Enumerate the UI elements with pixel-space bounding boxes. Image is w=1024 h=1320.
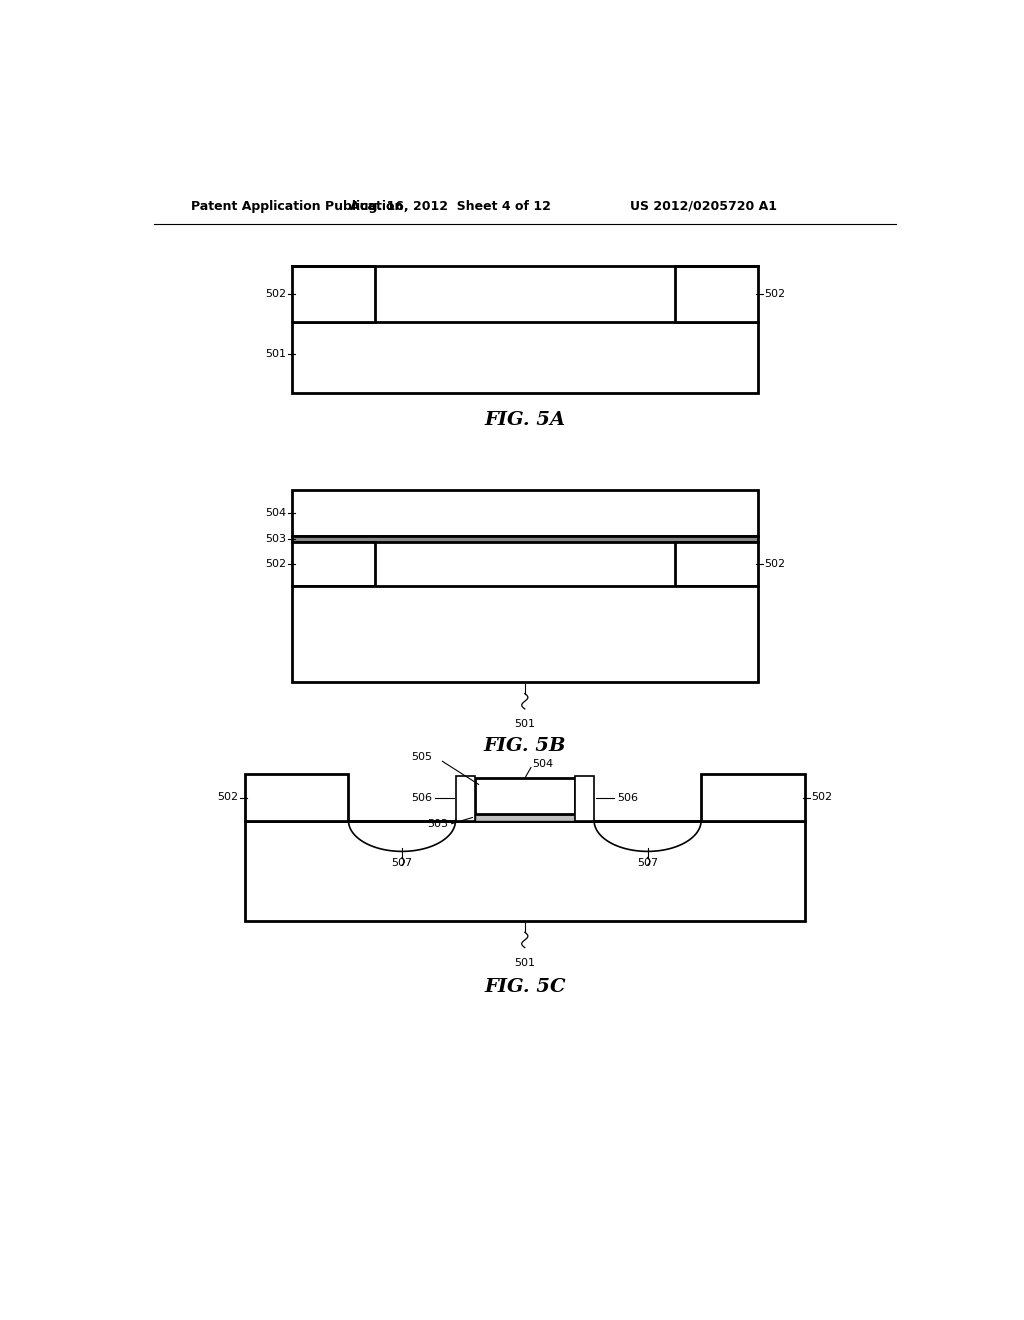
Text: 503: 503: [265, 533, 286, 544]
Bar: [292, 586, 758, 682]
Text: 503: 503: [427, 818, 447, 829]
Bar: [245, 775, 348, 821]
Text: 502: 502: [265, 558, 286, 569]
Text: 502: 502: [265, 289, 286, 298]
Text: 502: 502: [764, 558, 785, 569]
Text: 507: 507: [391, 858, 413, 869]
Text: FIG. 5B: FIG. 5B: [483, 738, 566, 755]
Bar: [456, 776, 475, 821]
Bar: [292, 322, 758, 393]
Text: 502: 502: [217, 792, 239, 803]
Bar: [292, 536, 758, 541]
Bar: [475, 779, 574, 814]
Bar: [475, 814, 574, 821]
Text: Aug. 16, 2012  Sheet 4 of 12: Aug. 16, 2012 Sheet 4 of 12: [349, 199, 551, 213]
Text: 506: 506: [617, 793, 638, 804]
Text: 505: 505: [412, 751, 432, 762]
Bar: [292, 543, 376, 586]
Text: 502: 502: [811, 792, 833, 803]
Text: US 2012/0205720 A1: US 2012/0205720 A1: [630, 199, 776, 213]
Text: 502: 502: [764, 289, 785, 298]
Bar: [292, 490, 758, 536]
Text: FIG. 5A: FIG. 5A: [484, 412, 565, 429]
Text: 501: 501: [514, 958, 536, 968]
Text: 504: 504: [532, 759, 554, 770]
Text: 506: 506: [412, 793, 432, 804]
Text: FIG. 5C: FIG. 5C: [484, 978, 565, 997]
Bar: [675, 267, 758, 322]
Text: 504: 504: [265, 508, 286, 517]
Text: Patent Application Publication: Patent Application Publication: [190, 199, 403, 213]
Text: 501: 501: [265, 348, 286, 359]
Bar: [245, 821, 805, 921]
Bar: [701, 775, 805, 821]
Bar: [675, 543, 758, 586]
Bar: [292, 267, 376, 322]
Bar: [574, 776, 594, 821]
Text: 507: 507: [637, 858, 658, 869]
Text: 501: 501: [514, 719, 536, 729]
